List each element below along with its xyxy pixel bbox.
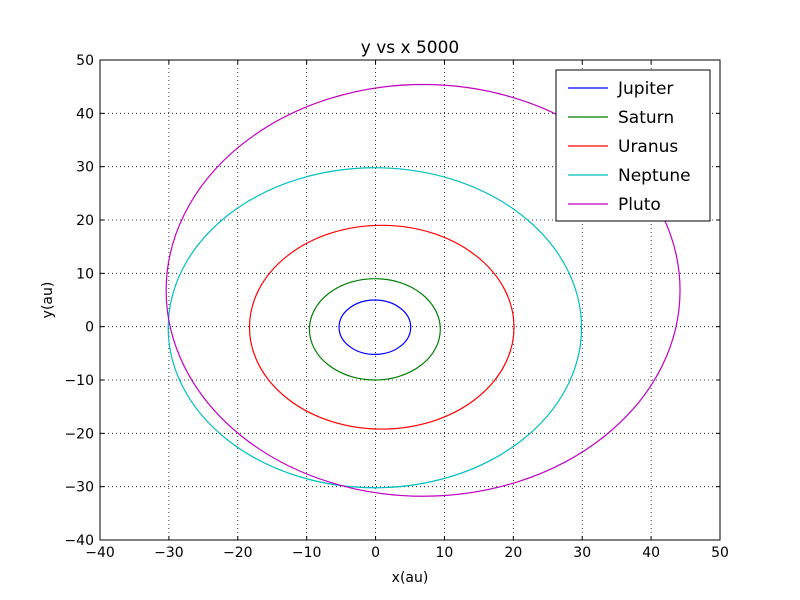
x-tick-label: 20 <box>504 545 522 561</box>
y-tick-label: −20 <box>64 426 94 442</box>
y-tick-label: −10 <box>64 373 94 389</box>
legend-label-neptune: Neptune <box>618 166 691 186</box>
x-tick-label: 10 <box>436 545 454 561</box>
orbit-saturn <box>308 278 441 381</box>
orbit-neptune <box>167 167 583 489</box>
y-tick-label: 10 <box>76 266 94 282</box>
orbit-jupiter <box>338 299 412 356</box>
y-tick-label: −30 <box>64 480 94 496</box>
legend: Jupiter Saturn Uranus Neptune Pluto <box>555 69 711 222</box>
y-tick-label: 50 <box>76 53 94 69</box>
axis-ticks: −40 −30 −20 −10 0 10 20 30 40 50 −40 −30 −20 −10 0 10 20… <box>64 53 728 561</box>
legend-label-uranus: Uranus <box>618 137 678 157</box>
x-tick-label: −30 <box>154 545 184 561</box>
y-tick-label: −40 <box>64 533 94 549</box>
orbit-pluto <box>165 83 681 497</box>
legend-label-jupiter: Jupiter <box>617 79 673 99</box>
y-tick-label: 30 <box>76 160 94 176</box>
x-tick-label: 30 <box>573 545 591 561</box>
y-tick-label: 0 <box>85 320 94 336</box>
x-axis-label: x(au) <box>392 570 429 586</box>
x-tick-label: −20 <box>223 545 253 561</box>
orbit-uranus <box>248 224 515 430</box>
y-tick-label: 40 <box>76 106 94 122</box>
x-tick-label: −40 <box>85 545 115 561</box>
x-tick-label: −10 <box>292 545 322 561</box>
y-tick-label: 20 <box>76 213 94 229</box>
chart-title: y vs x 5000 <box>361 38 460 58</box>
x-tick-label: 0 <box>371 545 380 561</box>
legend-label-pluto: Pluto <box>618 195 661 215</box>
plot-frame <box>99 59 721 541</box>
x-tick-label: 40 <box>642 545 660 561</box>
series-group <box>165 83 681 497</box>
legend-label-saturn: Saturn <box>618 108 674 128</box>
y-axis-label: y(au) <box>40 282 56 319</box>
x-tick-label: 50 <box>711 545 729 561</box>
